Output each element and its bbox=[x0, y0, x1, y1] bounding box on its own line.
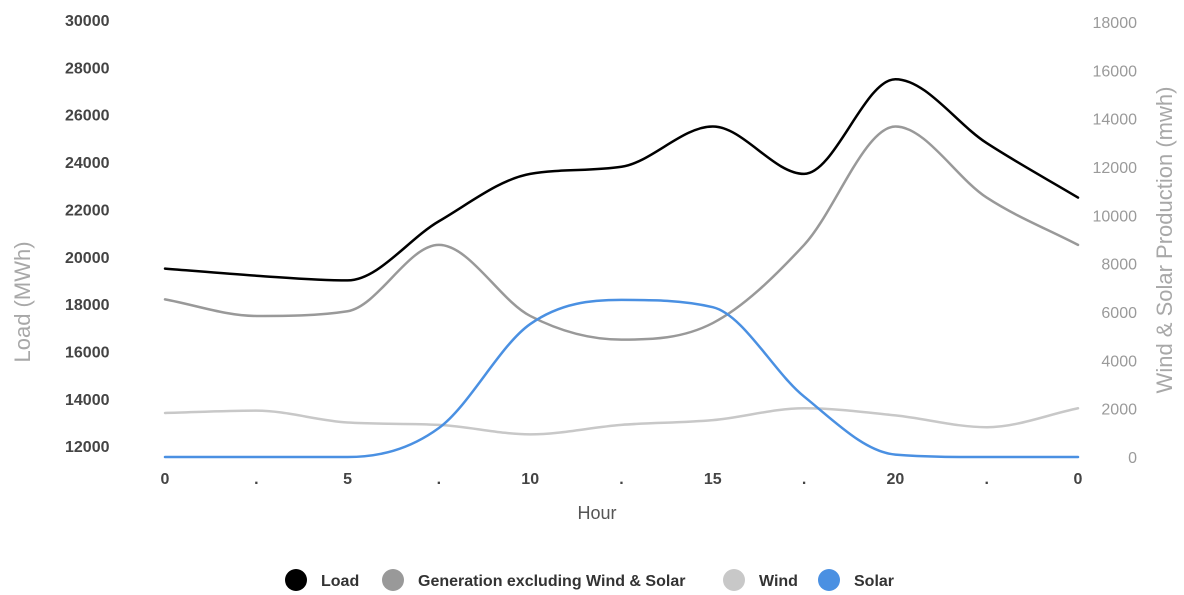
right-tick-label-2: 4000 bbox=[1101, 353, 1137, 370]
x-tick-label-4: 10 bbox=[521, 471, 539, 488]
right-tick-label-0: 0 bbox=[1128, 450, 1137, 467]
right-tick-label-8: 16000 bbox=[1093, 63, 1138, 80]
x-axis-ticks: 0. 5. 10. 15. 20. 0 bbox=[161, 471, 1083, 488]
left-tick-label-5: 22000 bbox=[65, 202, 110, 219]
right-tick-label-9: 18000 bbox=[1093, 15, 1138, 32]
legend: Load Generation excluding Wind & Solar Win… bbox=[285, 569, 894, 591]
right-tick-label-3: 6000 bbox=[1101, 305, 1137, 322]
left-axis-ticks: 12000 14000 16000 18000 20000 22000 24000 26000… bbox=[65, 13, 110, 456]
right-tick-label-6: 12000 bbox=[1093, 160, 1138, 177]
x-axis-title: Hour bbox=[577, 503, 616, 523]
left-tick-label-9: 30000 bbox=[65, 13, 110, 30]
series-line-solar bbox=[163, 298, 1080, 459]
legend-swatch-load bbox=[285, 569, 307, 591]
x-tick-label-7: . bbox=[802, 471, 806, 488]
legend-swatch-wind bbox=[723, 569, 745, 591]
x-tick-label-5: . bbox=[619, 471, 623, 488]
right-tick-label-5: 10000 bbox=[1093, 208, 1138, 225]
right-axis-title: Wind & Solar Production (mwh) bbox=[1152, 87, 1177, 394]
x-tick-label-9: . bbox=[984, 471, 988, 488]
left-tick-label-8: 28000 bbox=[65, 60, 110, 77]
series-lines bbox=[163, 77, 1080, 459]
left-tick-label-0: 12000 bbox=[65, 439, 110, 456]
legend-swatch-generation-excluding-wind-solar bbox=[382, 569, 404, 591]
right-tick-label-4: 8000 bbox=[1101, 257, 1137, 274]
legend-label-wind: Wind bbox=[759, 573, 798, 590]
legend-label-solar: Solar bbox=[854, 573, 894, 590]
x-tick-label-10: 0 bbox=[1074, 471, 1083, 488]
left-axis-title: Load (MWh) bbox=[10, 241, 35, 362]
legend-swatch-solar bbox=[818, 569, 840, 591]
series-line-generation-excluding-wind-solar bbox=[163, 125, 1080, 341]
x-tick-label-8: 20 bbox=[887, 471, 905, 488]
left-tick-label-1: 14000 bbox=[65, 392, 110, 409]
left-tick-label-4: 20000 bbox=[65, 250, 110, 267]
x-tick-label-6: 15 bbox=[704, 471, 722, 488]
left-tick-label-6: 24000 bbox=[65, 155, 110, 172]
x-tick-label-2: 5 bbox=[343, 471, 352, 488]
left-tick-label-3: 18000 bbox=[65, 297, 110, 314]
x-tick-label-1: . bbox=[254, 471, 258, 488]
x-tick-label-3: . bbox=[437, 471, 441, 488]
right-tick-label-1: 2000 bbox=[1101, 402, 1137, 419]
legend-label-generation-excluding-wind-solar: Generation excluding Wind & Solar bbox=[418, 573, 685, 590]
right-axis-ticks: 0 2000 4000 6000 8000 10000 12000 14000 16000 180… bbox=[1093, 15, 1138, 467]
series-line-load bbox=[163, 77, 1080, 282]
right-tick-label-7: 14000 bbox=[1093, 112, 1138, 129]
series-line-wind bbox=[163, 407, 1080, 436]
left-tick-label-7: 26000 bbox=[65, 108, 110, 125]
x-tick-label-0: 0 bbox=[161, 471, 170, 488]
left-tick-label-2: 16000 bbox=[65, 344, 110, 361]
legend-label-load: Load bbox=[321, 573, 359, 590]
